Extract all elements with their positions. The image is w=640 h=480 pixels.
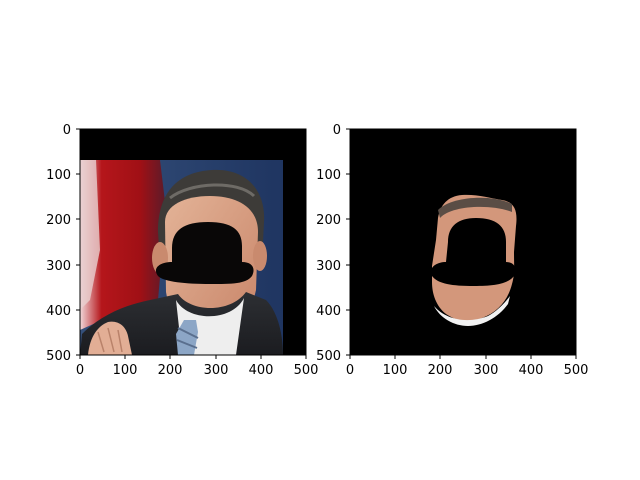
right-y-ticks: 0 100 200 300 400 500 — [316, 123, 350, 364]
right-x-tick-label: 100 — [383, 363, 408, 378]
right-y-tick-label: 100 — [316, 168, 341, 183]
left-photo — [80, 129, 306, 355]
hat-occluder — [155, 222, 254, 284]
collar-edge — [434, 296, 510, 326]
right-axes-frame — [349, 128, 577, 356]
left-y-ticks: 0 100 200 300 400 500 — [46, 123, 80, 364]
right-x-tick-label: 0 — [346, 363, 354, 378]
right-y-tick-label: 500 — [316, 349, 341, 364]
left-y-tick-label: 100 — [46, 168, 71, 183]
left-panel: 0 100 200 300 400 500 0 100 200 300 400 … — [46, 123, 318, 378]
flag-white-stripe — [80, 160, 100, 310]
right-x-tick-label: 500 — [564, 363, 589, 378]
right-y-tick-label: 200 — [316, 213, 341, 228]
hair-segment — [438, 197, 512, 218]
left-y-tick-label: 0 — [63, 123, 71, 138]
left-x-tick-label: 300 — [204, 363, 229, 378]
left-x-ticks: 0 100 200 300 400 500 — [76, 355, 319, 378]
right-x-tick-label: 400 — [519, 363, 544, 378]
left-y-tick-label: 200 — [46, 213, 71, 228]
hair-highlight — [169, 183, 256, 200]
right-segmentation — [350, 129, 576, 355]
left-y-tick-label: 300 — [46, 259, 71, 274]
right-y-tick-label: 400 — [316, 304, 341, 319]
hat-occluder — [430, 218, 516, 286]
left-y-tick-label: 500 — [46, 349, 71, 364]
finger-lines — [97, 327, 123, 353]
right-x-ticks: 0 100 200 300 400 500 — [346, 355, 589, 378]
right-x-tick-label: 200 — [428, 363, 453, 378]
right-ear — [253, 241, 267, 271]
right-y-tick-label: 300 — [316, 259, 341, 274]
left-x-tick-label: 500 — [294, 363, 319, 378]
right-x-tick-label: 300 — [474, 363, 499, 378]
left-x-tick-label: 200 — [158, 363, 183, 378]
red-flag — [80, 160, 166, 330]
right-panel: 0 100 200 300 400 500 0 100 200 300 400 … — [316, 123, 588, 378]
left-x-tick-label: 0 — [76, 363, 84, 378]
left-axes-frame — [79, 128, 307, 356]
left-x-tick-label: 400 — [249, 363, 274, 378]
tie-stripes — [176, 327, 199, 349]
left-x-tick-label: 100 — [113, 363, 138, 378]
left-y-tick-label: 400 — [46, 304, 71, 319]
right-y-tick-label: 0 — [333, 123, 341, 138]
